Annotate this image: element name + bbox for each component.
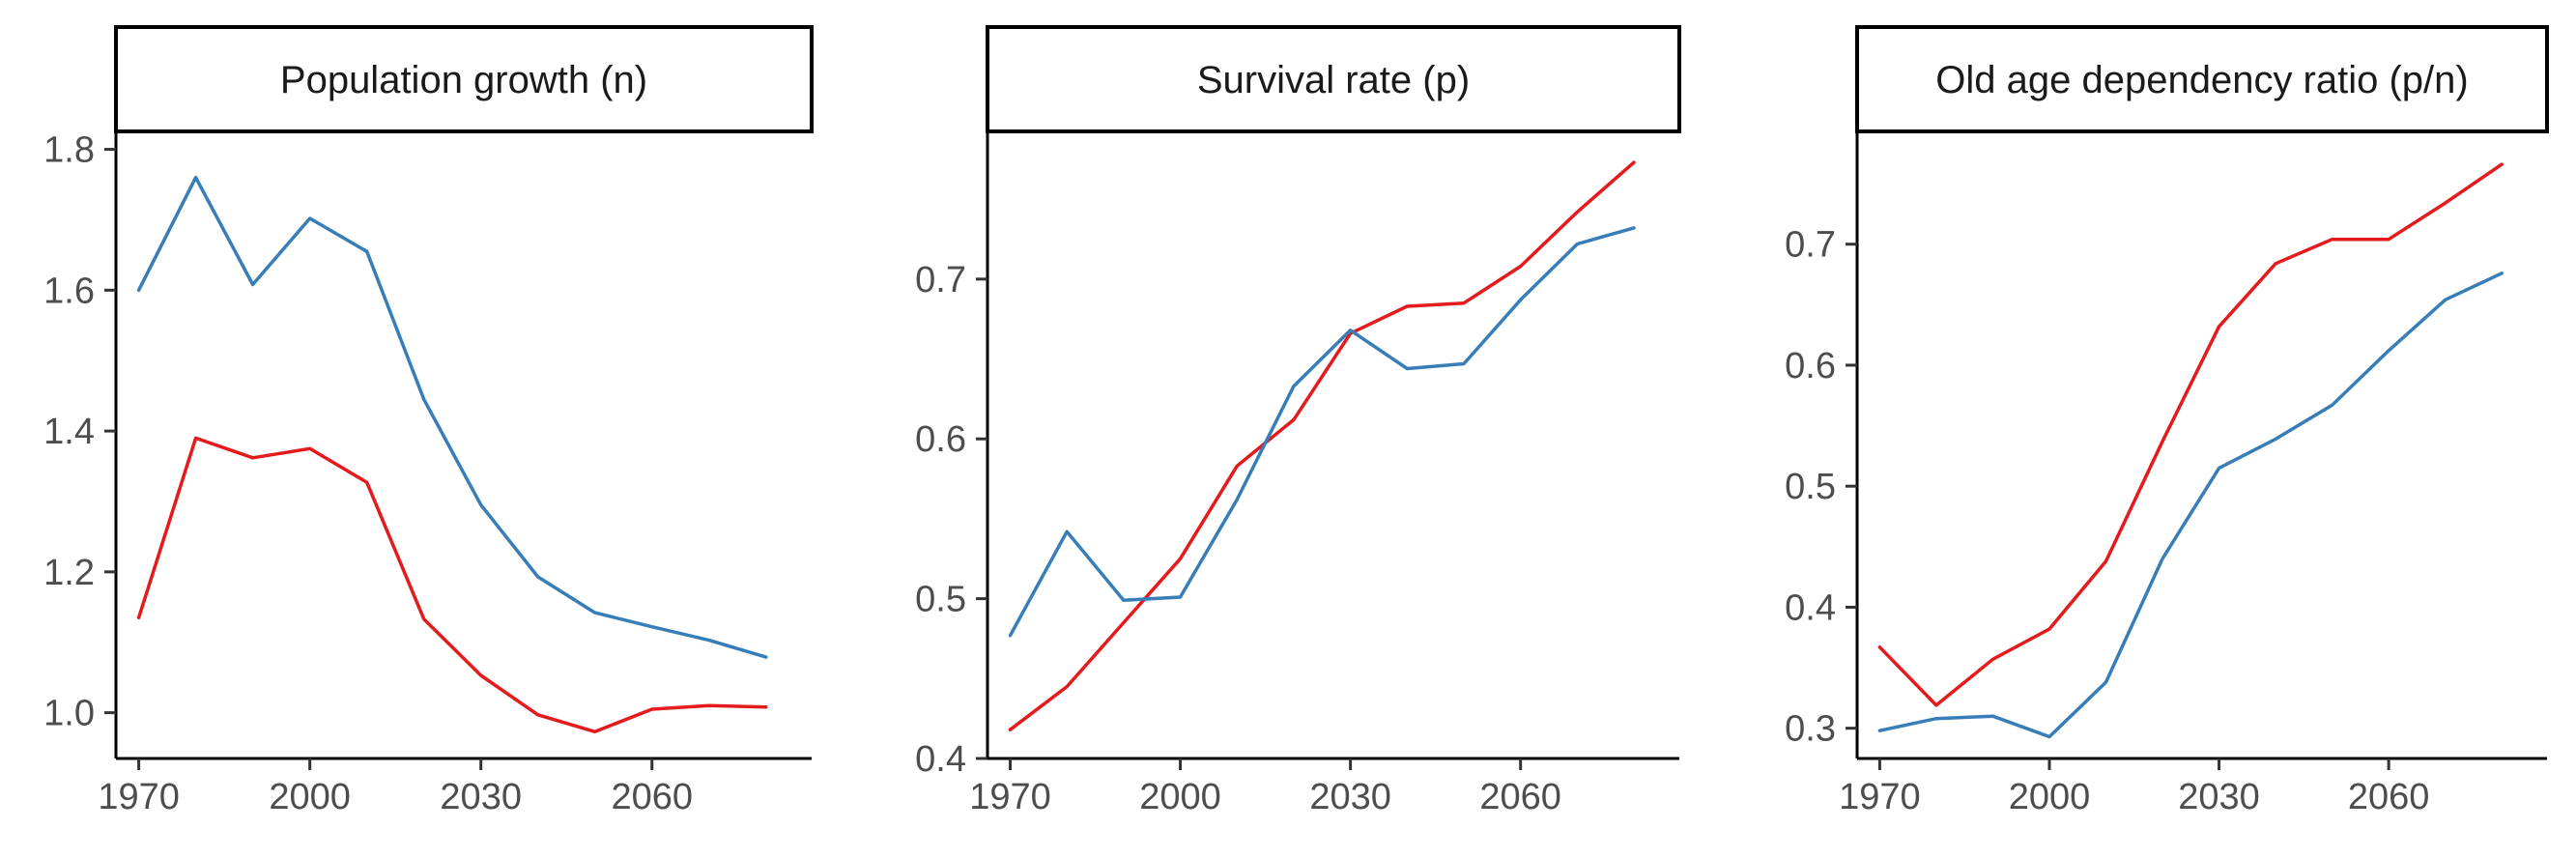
series-line-red xyxy=(1008,160,1636,731)
chart-panel-2: Survival rate (p) 0.4 0.5 0.6 0.7 1970 2000 203… xyxy=(915,25,1681,817)
series-line-red xyxy=(136,436,768,734)
x-tick-label: 2000 xyxy=(2009,777,2091,817)
x-tick-label: 2060 xyxy=(2348,777,2430,817)
y-tick-label: 1.2 xyxy=(43,553,95,593)
y-tick-label: 1.8 xyxy=(43,130,95,171)
x-tick-label: 2000 xyxy=(1139,777,1221,817)
panel-title: Survival rate (p) xyxy=(1197,59,1470,101)
y-tick-label: 0.7 xyxy=(915,260,966,300)
series-line-blue xyxy=(1877,272,2504,739)
strip-title-box xyxy=(986,25,1681,133)
panel-title: Population growth (n) xyxy=(280,59,647,101)
chart-panel-1: Population growth (n) 1.0 1.2 1.4 1.6 1.8 1970… xyxy=(43,25,814,817)
y-tick-label: 0.4 xyxy=(1785,587,1836,628)
x-tick-label: 2060 xyxy=(611,777,693,817)
x-tick-label: 1970 xyxy=(1839,777,1921,817)
x-tick-label: 1970 xyxy=(969,777,1051,817)
y-tick-label: 0.5 xyxy=(915,580,966,620)
y-tick-label: 0.3 xyxy=(1785,709,1836,750)
y-tick-label: 0.5 xyxy=(1785,467,1836,507)
chart-panel-3: Old age dependency ratio (p/n) 0.3 0.4 0.5 0… xyxy=(1785,25,2549,817)
y-tick-label: 1.0 xyxy=(43,694,95,734)
y-tick-label: 1.4 xyxy=(43,412,95,452)
strip-title-box xyxy=(1855,25,2549,133)
strip-title-box xyxy=(114,25,814,133)
panel-title: Old age dependency ratio (p/n) xyxy=(1935,59,2468,101)
y-tick-label: 0.4 xyxy=(915,739,966,780)
x-tick-label: 2060 xyxy=(1479,777,1561,817)
x-tick-label: 2000 xyxy=(269,777,351,817)
x-tick-label: 2030 xyxy=(2178,777,2260,817)
x-tick-label: 1970 xyxy=(98,777,180,817)
x-tick-label: 2030 xyxy=(440,777,522,817)
series-line-blue xyxy=(1008,226,1636,638)
y-tick-label: 1.6 xyxy=(43,271,95,311)
series-line-red xyxy=(1877,162,2504,707)
y-tick-label: 0.7 xyxy=(1785,225,1836,266)
y-tick-label: 0.6 xyxy=(915,419,966,460)
series-line-blue xyxy=(136,175,768,659)
x-tick-label: 2030 xyxy=(1309,777,1391,817)
y-tick-label: 0.6 xyxy=(1785,346,1836,386)
